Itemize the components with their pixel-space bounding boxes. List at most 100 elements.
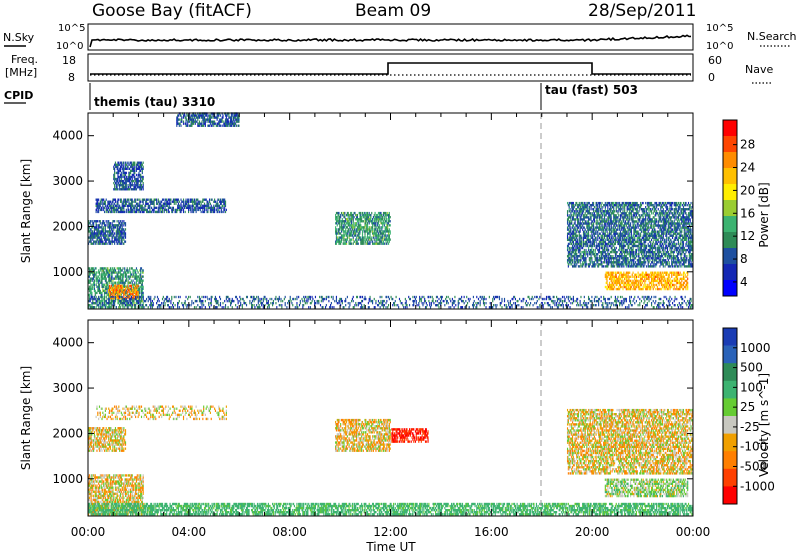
data-cell (142, 167, 144, 171)
data-cell (88, 279, 90, 282)
data-cell (356, 213, 358, 217)
data-cell (121, 273, 123, 276)
data-cell (161, 198, 164, 201)
data-cell (134, 277, 136, 280)
data-cell (182, 208, 185, 212)
data-cell (214, 297, 216, 301)
data-cell (373, 230, 375, 233)
data-cell (147, 198, 149, 201)
data-cell (577, 244, 579, 248)
data-cell (136, 184, 138, 187)
data-cell (549, 295, 551, 299)
data-cell (226, 118, 228, 121)
data-cell (191, 122, 193, 125)
data-cell (577, 255, 579, 258)
data-cell (377, 224, 379, 227)
data-cell (569, 220, 571, 223)
data-cell (118, 269, 120, 272)
data-cell (472, 304, 474, 307)
data-cell (394, 299, 396, 303)
data-cell (646, 295, 648, 299)
data-cell (262, 299, 264, 303)
data-cell (586, 206, 588, 209)
data-cell (349, 232, 351, 235)
data-cell (210, 120, 212, 123)
data-cell (232, 120, 234, 123)
data-cell (104, 289, 106, 293)
data-cell (351, 230, 353, 233)
data-cell (134, 206, 136, 210)
data-cell (357, 242, 359, 245)
data-cell (185, 202, 187, 205)
data-cell (177, 122, 179, 125)
data-cell (135, 177, 138, 181)
data-cell (583, 234, 585, 237)
data-cell (139, 184, 141, 187)
data-cell (582, 206, 585, 209)
data-cell (481, 297, 483, 301)
data-cell (183, 204, 185, 207)
nsky-trace (89, 34, 692, 48)
data-cell (140, 269, 142, 272)
data-cell (680, 304, 682, 307)
data-cell (585, 230, 587, 233)
data-cell (221, 198, 223, 201)
data-cell (268, 304, 270, 307)
data-cell (109, 267, 111, 270)
data-cell (493, 295, 495, 299)
data-cell (124, 269, 126, 272)
data-cell (572, 218, 574, 221)
data-cell (296, 297, 298, 301)
data-cell (337, 220, 339, 223)
data-cell (683, 299, 685, 303)
data-cell (579, 208, 581, 211)
data-cell (117, 296, 119, 300)
data-cell (345, 240, 348, 243)
data-cell (582, 230, 585, 233)
data-cell (579, 230, 581, 233)
data-cell (574, 203, 576, 207)
data-cell (117, 242, 119, 245)
data-cell (105, 279, 107, 282)
data-cell (129, 184, 131, 187)
data-cell (357, 222, 359, 225)
data-cell (123, 242, 125, 245)
data-cell (574, 212, 576, 215)
data-cell (260, 299, 262, 303)
data-cell (361, 306, 363, 309)
data-cell (121, 204, 123, 207)
data-cell (101, 224, 103, 227)
data-cell (374, 211, 376, 215)
data-cell (153, 198, 155, 201)
data-cell (368, 297, 370, 301)
data-cell (125, 184, 127, 187)
data-cell (216, 210, 218, 214)
data-cell (583, 299, 585, 303)
data-cell (348, 240, 350, 243)
data-cell (572, 242, 574, 246)
data-cell (345, 218, 348, 221)
data-cell (576, 201, 578, 205)
data-cell (492, 299, 494, 303)
data-cell (557, 304, 559, 307)
data-cell (353, 234, 355, 237)
data-cell (190, 114, 192, 117)
data-cell (368, 228, 370, 231)
data-cell (375, 224, 377, 227)
data-cell (133, 161, 135, 164)
data-cell (105, 234, 107, 237)
data-cell (168, 202, 170, 205)
data-cell (127, 283, 129, 286)
data-cell (139, 188, 141, 191)
data-cell (114, 267, 116, 270)
data-cell (96, 230, 98, 233)
data-cell (345, 234, 348, 237)
data-cell (576, 242, 578, 246)
data-cell (140, 186, 143, 189)
data-cell (339, 240, 341, 243)
data-cell (97, 301, 99, 305)
data-cell (690, 306, 692, 309)
data-cell (211, 116, 213, 119)
data-cell (567, 259, 569, 262)
nsky-strip: N.Sky 10^5 10^0 10^5 10^0 N.Search (3, 23, 797, 52)
